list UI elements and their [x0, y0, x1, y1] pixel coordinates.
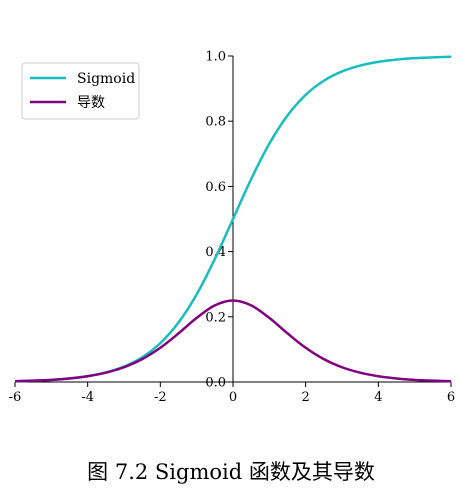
legend-label-sigmoid: Sigmoid [77, 71, 135, 87]
x-tick-label: -6 [9, 390, 22, 405]
y-tick-label: 0.2 [205, 310, 226, 325]
figure-caption: 图 7.2 Sigmoid 函数及其导数 [87, 460, 375, 484]
y-tick-label: 0.6 [205, 180, 226, 195]
derivative-line [14, 299, 452, 383]
x-tick-label: -2 [154, 390, 167, 405]
x-tick-label: 4 [374, 390, 382, 405]
legend: Sigmoid 导数 [21, 62, 140, 120]
sigmoid-chart: -6 -4 -2 0 2 4 60.00.20.40.60.81.0 Sigmoid 导数 [9, 50, 455, 406]
x-tick-label: 0 [229, 390, 237, 405]
series-lines [14, 55, 452, 383]
x-tick-label: -4 [81, 390, 94, 405]
ticks: -6 -4 -2 0 2 4 60.00.20.40.60.81.0 [9, 50, 455, 406]
y-tick-label: 0.8 [205, 115, 226, 130]
y-tick-label: 1.0 [205, 50, 226, 65]
x-tick-label: 2 [302, 390, 310, 405]
legend-label-derivative: 导数 [77, 95, 105, 111]
y-tick-label: 0.0 [205, 376, 226, 391]
x-tick-label: 6 [447, 390, 455, 405]
